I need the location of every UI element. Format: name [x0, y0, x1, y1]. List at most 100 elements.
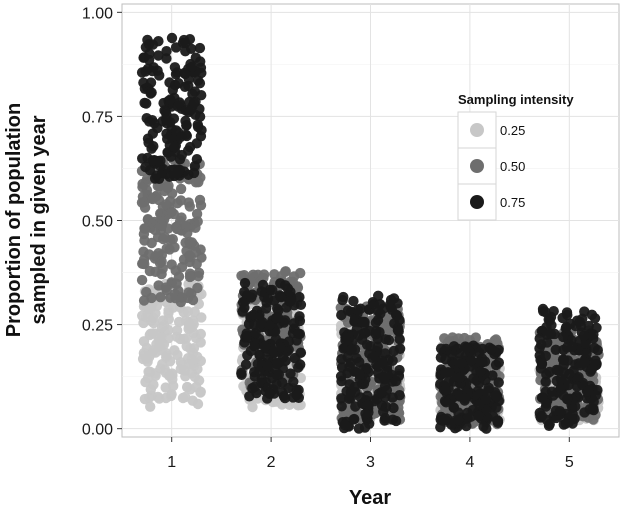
point-075-year5: [558, 331, 569, 343]
point-075-year3: [390, 376, 402, 387]
point-075-year3: [387, 355, 398, 366]
point-075-year3: [338, 343, 349, 354]
point-050-year1: [193, 177, 204, 188]
point-075-year5: [578, 330, 590, 341]
point-075-year4: [435, 422, 446, 433]
point-075-year5: [540, 350, 551, 362]
point-075-year4: [465, 355, 477, 366]
point-075-year5: [571, 381, 583, 392]
point-075-year2: [295, 347, 307, 358]
point-050-year1: [169, 242, 180, 253]
point-075-year4: [478, 421, 489, 432]
legend: Sampling intensity 0.25 0.50 0.75: [457, 92, 574, 221]
point-075-year2: [239, 277, 251, 289]
point-075-year2: [262, 360, 273, 372]
point-075-year1: [174, 97, 185, 108]
point-075-year2: [242, 350, 253, 361]
point-075-year4: [490, 359, 502, 371]
point-075-year3: [336, 401, 347, 412]
point-075-year2: [249, 341, 260, 352]
point-075-year5: [546, 320, 557, 331]
point-075-year4: [483, 382, 494, 393]
point-075-year1: [161, 128, 172, 139]
point-025-year1: [160, 392, 172, 404]
y-tick-label-0: 0.00: [82, 422, 113, 439]
x-tick-label-0: 1: [167, 454, 176, 471]
point-050-year1: [147, 193, 158, 205]
point-025-year1: [186, 353, 198, 365]
point-025-year1: [144, 366, 156, 377]
point-075-year2: [254, 349, 265, 360]
point-075-year1: [145, 77, 157, 88]
point-075-year2: [244, 391, 255, 402]
point-050-year1: [191, 258, 202, 270]
point-075-year3: [374, 299, 386, 310]
legend-swatch-050: [470, 159, 484, 173]
y-axis-title-line-2: sampled in given year: [28, 115, 50, 324]
legend-swatch-075: [470, 195, 484, 209]
point-075-year3: [387, 392, 398, 403]
x-tick-label-3: 4: [465, 454, 474, 471]
point-075-year1: [165, 94, 176, 105]
point-075-year5: [553, 365, 564, 376]
point-075-year4: [480, 394, 491, 405]
point-075-year1: [181, 119, 192, 131]
point-075-year3: [352, 304, 363, 315]
point-075-year3: [354, 369, 365, 380]
point-050-year1: [187, 294, 199, 306]
point-075-year1: [194, 42, 206, 54]
point-075-year3: [336, 309, 347, 321]
point-025-year1: [195, 337, 206, 348]
point-075-year3: [357, 316, 368, 327]
point-025-year1: [140, 376, 151, 388]
point-025-year1: [138, 317, 149, 329]
point-075-year4: [473, 410, 484, 422]
point-075-year2: [250, 327, 261, 339]
point-075-year5: [541, 369, 552, 380]
point-075-year1: [180, 129, 192, 140]
point-075-year2: [236, 369, 247, 380]
point-075-year2: [264, 388, 275, 399]
point-050-year1: [157, 263, 168, 274]
point-075-year2: [261, 303, 272, 314]
point-075-year2: [256, 318, 267, 329]
point-075-year3: [337, 294, 348, 306]
point-075-year2: [279, 392, 291, 404]
point-050-year1: [175, 195, 187, 206]
point-025-year1: [180, 391, 191, 403]
point-075-year5: [581, 348, 592, 359]
point-075-year1: [166, 32, 178, 44]
point-075-year3: [335, 371, 347, 382]
point-050-year2: [269, 269, 280, 280]
point-025-year1: [141, 352, 152, 363]
point-075-year2: [256, 286, 267, 297]
point-075-year5: [540, 306, 551, 318]
point-075-year2: [247, 289, 258, 300]
point-050-year1: [194, 194, 206, 206]
point-050-year1: [176, 292, 188, 303]
point-075-year4: [452, 356, 464, 367]
point-075-year3: [339, 419, 350, 431]
point-075-year3: [393, 326, 404, 337]
point-050-year1: [138, 295, 150, 306]
point-075-year4: [475, 366, 486, 377]
point-075-year3: [379, 415, 390, 426]
point-075-year5: [588, 329, 599, 340]
point-025-year1: [168, 380, 179, 392]
point-075-year4: [440, 384, 451, 396]
point-050-year1: [188, 240, 200, 251]
point-025-year1: [169, 345, 180, 356]
point-025-year1: [186, 322, 198, 333]
point-075-year1: [160, 114, 172, 125]
point-025-year1: [156, 322, 168, 333]
point-075-year1: [147, 65, 158, 77]
point-075-year4: [448, 341, 460, 352]
point-075-year3: [386, 304, 398, 315]
point-075-year3: [360, 408, 371, 419]
point-075-year3: [348, 295, 359, 307]
point-050-year1: [193, 271, 204, 282]
y-axis-title-line-1: Proportion of population: [3, 103, 25, 337]
x-axis-title: Year: [349, 487, 391, 509]
point-025-year1: [145, 328, 156, 339]
point-075-year5: [567, 418, 578, 429]
